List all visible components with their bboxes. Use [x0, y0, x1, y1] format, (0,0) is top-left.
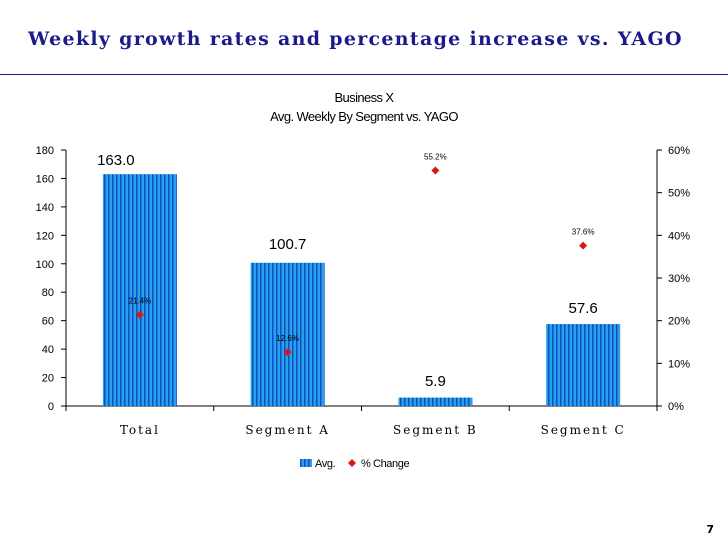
pct-change-label: 12.6%: [276, 334, 299, 343]
bar-segment-a: [250, 262, 325, 406]
left-axis-tick-label: 160: [36, 173, 54, 185]
pct-change-label: 37.6%: [572, 228, 595, 237]
right-axis-tick-label: 10%: [668, 358, 690, 370]
right-axis-tick-label: 30%: [668, 273, 690, 285]
chart-title: Business X: [334, 90, 394, 105]
pct-change-marker: [431, 166, 440, 175]
bar-value-label: 57.6: [569, 300, 598, 317]
bar-segment-b: [398, 397, 473, 406]
left-axis-tick-label: 0: [48, 401, 54, 413]
legend-label-avg: Avg.: [315, 458, 336, 470]
left-axis-tick-label: 180: [36, 145, 54, 157]
bar-segment-c: [546, 324, 621, 406]
left-axis-tick-label: 60: [42, 316, 54, 328]
right-axis-tick-label: 20%: [668, 316, 690, 328]
title-divider: [0, 74, 728, 75]
bar-value-label: 163.0: [97, 152, 135, 169]
x-axis-category-label: Segment C: [541, 423, 626, 437]
right-axis-tick-label: 40%: [668, 230, 690, 242]
left-axis-tick-label: 100: [36, 259, 54, 271]
chart-subtitle: Avg. Weekly By Segment vs. YAGO: [270, 109, 458, 124]
legend-swatch-avg: [300, 459, 312, 467]
pct-change-marker: [283, 348, 292, 357]
left-axis-tick-label: 140: [36, 202, 54, 214]
left-axis-tick-label: 40: [42, 344, 54, 356]
bar-total: [102, 174, 177, 406]
right-axis-tick-label: 60%: [668, 145, 690, 157]
x-axis-category-label: Total: [120, 423, 160, 437]
bar-value-label: 5.9: [425, 373, 446, 390]
left-axis-tick-label: 120: [36, 230, 54, 242]
pct-change-label: 21.4%: [129, 297, 152, 306]
bar-value-label: 100.7: [269, 236, 307, 253]
legend-label-pct-change: % Change: [361, 458, 409, 470]
right-axis-tick-label: 50%: [668, 188, 690, 200]
x-axis-category-label: Segment A: [245, 423, 330, 437]
legend-swatch-pct-change: [348, 459, 356, 467]
left-axis-tick-label: 20: [42, 373, 54, 385]
left-axis-tick-label: 80: [42, 287, 54, 299]
pct-change-label: 55.2%: [424, 152, 447, 161]
pct-change-marker: [135, 310, 144, 319]
x-axis-category-label: Segment B: [393, 423, 478, 437]
slide-title: Weekly growth rates and percentage incre…: [28, 28, 683, 50]
right-axis-tick-label: 0%: [668, 401, 684, 413]
pct-change-marker: [579, 241, 588, 250]
page-number: 7: [706, 523, 714, 536]
